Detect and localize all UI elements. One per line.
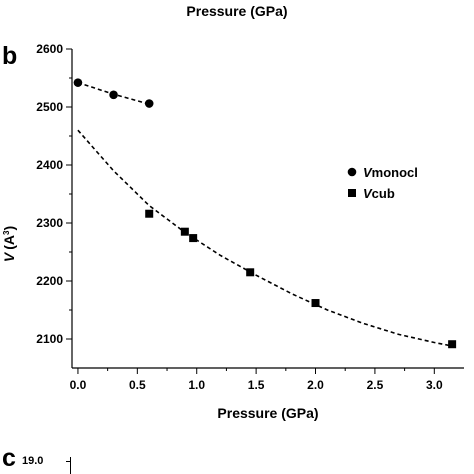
y-tick-label: 2200 (36, 274, 63, 288)
x-axis-label: Pressure (GPa) (217, 405, 318, 421)
legend-label-symbol: V (363, 186, 373, 201)
x-tick-label: 2.0 (307, 378, 324, 392)
y-tick-label: 2100 (36, 332, 63, 346)
legend-label-subscript: cub (372, 186, 395, 201)
x-tick-label: 0.0 (70, 378, 87, 392)
x-tick-label: 1.0 (188, 378, 205, 392)
y-tick-label: 2600 (36, 42, 63, 56)
panel-c-label: c (2, 444, 16, 472)
x-tick-label: 3.0 (426, 378, 443, 392)
y-axis-label: V(A3) (1, 226, 17, 262)
marker-vcub (311, 299, 320, 308)
chart-axes: 2100 2200 2300 2400 2500 2600 0.0 0.5 1.0 1.5 2.0 2… (36, 42, 464, 392)
y-axis-label-symbol: V (1, 251, 17, 262)
fit-lines (77, 81, 453, 347)
y-axis-label-unit: (A (1, 235, 17, 250)
fit-line-vcub (77, 129, 453, 347)
legend-label-subscript: monocl (372, 165, 418, 180)
panel-c-tick-label: 19.0 (22, 455, 44, 467)
x-tick-label: 0.5 (129, 378, 146, 392)
x-tick-label: 2.5 (367, 378, 384, 392)
marker-vcub (180, 227, 189, 236)
marker-vmonocl (109, 90, 118, 100)
y-axis-label-close: ) (1, 226, 17, 231)
legend-marker-vmonocl (347, 167, 357, 177)
y-tick-label: 2400 (36, 158, 63, 172)
legend-label-symbol: V (363, 165, 373, 180)
marker-vcub (145, 209, 154, 218)
marker-vmonocl (73, 78, 83, 87)
legend-label-vmonocl: Vmonocl (363, 165, 418, 180)
y-tick-label: 2300 (36, 216, 63, 230)
previous-panel-x-axis-label: Pressure (GPa) (186, 3, 288, 19)
marker-vcub (448, 340, 457, 349)
panel-c-y-axis (70, 457, 71, 474)
marker-vcub (246, 268, 255, 277)
x-tick-label: 1.5 (248, 378, 265, 392)
y-axis-label-superscript: 3 (2, 230, 11, 235)
y-tick-label: 2500 (36, 100, 63, 114)
marker-vmonocl (144, 99, 154, 108)
legend-marker-vcub (348, 189, 356, 197)
panel-c-tick (66, 461, 70, 462)
marker-vcub (189, 234, 198, 243)
data-markers (73, 78, 457, 349)
panel-b-label: b (2, 42, 18, 70)
legend-label-vcub: Vcub (363, 186, 395, 201)
